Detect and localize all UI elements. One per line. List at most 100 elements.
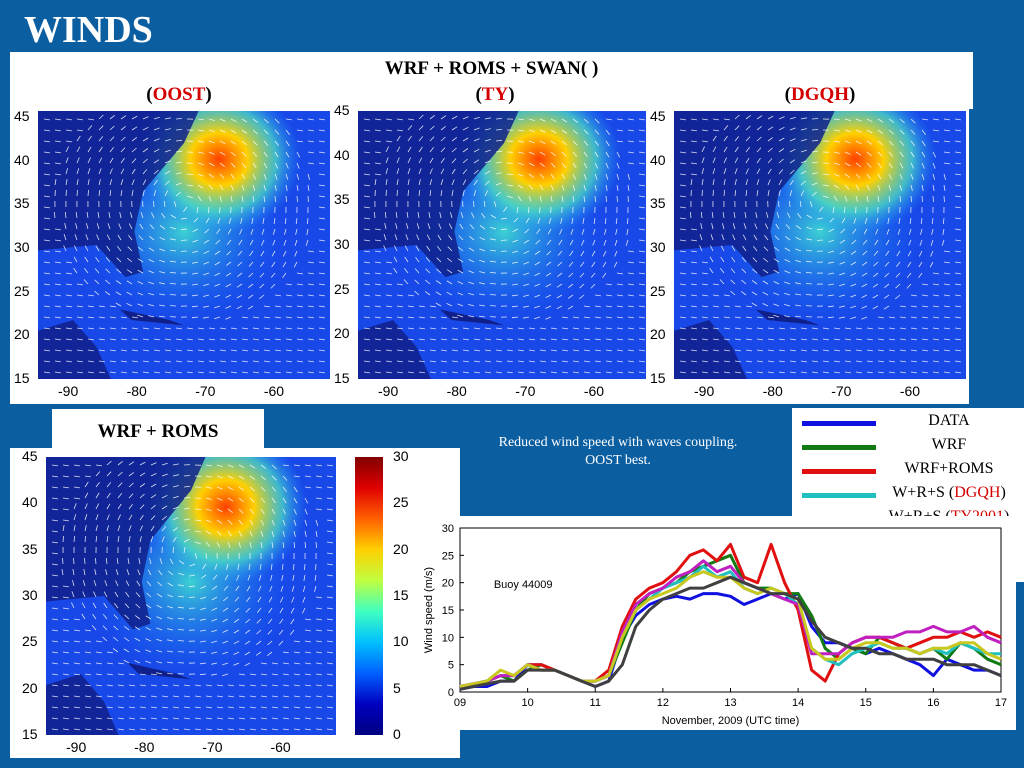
wind-arrow	[142, 137, 149, 142]
wind-arrow	[170, 249, 177, 252]
wind-arrow	[517, 338, 524, 341]
wind-arrow	[208, 140, 215, 144]
wind-arrow	[307, 338, 314, 341]
wind-arrow	[921, 371, 928, 374]
wind-arrow	[561, 327, 568, 330]
wind-arrow	[679, 316, 686, 319]
wind-arrow	[227, 228, 232, 235]
wind-arrow	[84, 651, 91, 654]
wind-arrow	[833, 173, 840, 177]
wind-arrow	[227, 530, 232, 537]
wind-arrow	[200, 662, 207, 665]
wind-arrow	[134, 637, 141, 642]
wind-arrow	[557, 250, 563, 256]
legend-entry: WRF+ROMS	[792, 459, 1024, 483]
wind-arrow	[95, 536, 98, 543]
wind-arrow	[139, 728, 146, 731]
wind-arrow	[500, 228, 508, 231]
wind-arrow	[795, 225, 802, 230]
wind-arrow	[932, 272, 939, 275]
wind-arrow	[98, 168, 102, 175]
wind-arrow	[528, 349, 535, 352]
wind-arrow	[932, 327, 939, 330]
wind-arrow	[81, 613, 86, 620]
wind-arrow	[795, 304, 802, 307]
wind-arrow	[164, 190, 169, 197]
wind-arrow	[462, 148, 469, 153]
wind-arrow	[304, 629, 311, 632]
wind-arrow	[418, 168, 422, 175]
wind-arrow	[468, 304, 475, 307]
wind-arrow	[756, 349, 763, 352]
wind-arrow	[594, 305, 601, 308]
wind-arrow	[137, 314, 144, 318]
wind-arrow	[65, 189, 67, 197]
wind-arrow	[76, 129, 83, 132]
wind-arrow	[65, 261, 72, 264]
wind-arrow	[244, 651, 251, 656]
wind-arrow	[954, 151, 961, 154]
wind-arrow	[799, 200, 802, 208]
wind-arrow	[866, 162, 872, 168]
wind-arrow	[440, 316, 447, 319]
wind-arrow	[605, 140, 610, 147]
wind-arrow	[175, 360, 182, 363]
wind-arrow	[315, 640, 322, 643]
wind-arrow	[877, 338, 884, 341]
wind-arrow	[451, 115, 458, 120]
wind-arrow	[921, 140, 926, 147]
wind-arrow	[142, 338, 149, 341]
wind-arrow	[234, 596, 240, 602]
wind-arrow	[816, 239, 824, 241]
wind-arrow	[219, 151, 226, 156]
wind-arrow	[282, 662, 289, 665]
wind-arrow	[627, 129, 634, 132]
wind-arrow	[363, 195, 370, 198]
wind-arrow	[539, 349, 546, 352]
slide-title: WINDS	[24, 9, 153, 51]
wind-arrow	[54, 261, 61, 264]
wind-arrow	[76, 118, 83, 121]
wind-arrow	[816, 228, 824, 231]
wind-arrow	[76, 316, 83, 319]
wind-arrow	[506, 371, 513, 374]
wind-arrow	[84, 673, 91, 676]
wind-arrow	[385, 189, 387, 197]
wind-arrow	[930, 250, 934, 257]
wind-arrow	[712, 283, 719, 286]
wind-arrow	[219, 349, 226, 352]
wind-arrow	[94, 279, 100, 285]
wind-arrow	[241, 140, 247, 146]
wind-arrow	[51, 508, 58, 511]
wind-arrow	[172, 485, 179, 488]
wind-arrow	[784, 281, 791, 285]
wind-arrow	[800, 170, 807, 175]
wind-arrow	[851, 239, 857, 245]
wind-arrow	[153, 159, 160, 164]
wind-arrow	[385, 316, 392, 319]
wind-arrow	[690, 250, 697, 253]
wind-arrow	[192, 261, 199, 264]
wind-arrow	[248, 272, 254, 278]
wind-arrow	[128, 461, 135, 466]
wind-arrow	[293, 530, 296, 537]
wind-arrow	[117, 460, 123, 466]
wind-arrow	[142, 327, 149, 330]
wind-arrow	[172, 717, 179, 720]
map-land-caribbean	[439, 309, 504, 326]
wind-arrow	[833, 195, 838, 202]
wind-arrow	[594, 184, 597, 191]
wind-arrow	[616, 360, 623, 363]
wind-arrow	[43, 338, 50, 341]
wind-arrow	[767, 316, 774, 319]
wind-arrow	[839, 272, 846, 276]
wind-arrow	[271, 728, 278, 731]
wind-arrow	[679, 250, 686, 253]
wind-arrow	[205, 706, 212, 709]
wind-arrow	[490, 214, 497, 219]
wind-arrow	[469, 235, 475, 241]
wind-arrow	[62, 673, 69, 676]
wind-arrow	[627, 162, 634, 165]
wind-arrow	[183, 528, 190, 532]
wind-arrow	[74, 245, 78, 252]
